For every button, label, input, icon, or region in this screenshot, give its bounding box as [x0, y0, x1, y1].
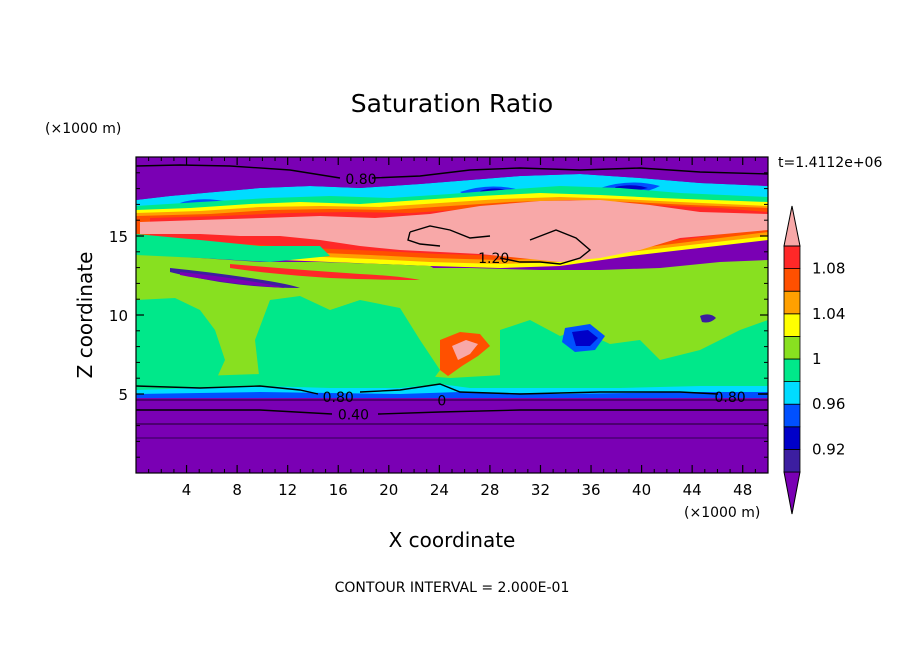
x-tick-label: 20 [379, 481, 398, 499]
contour-label: 0 [437, 393, 446, 409]
x-tick-label: 36 [581, 481, 600, 499]
stratosphere-layer [136, 157, 768, 200]
colorbar-segment [783, 268, 801, 292]
y-tick-label: 5 [118, 386, 128, 404]
mid-navy-cell [572, 330, 598, 346]
colorbar-label: 1.04 [812, 305, 845, 323]
chart-title: Saturation Ratio [351, 89, 553, 118]
colorbar-extend-low [783, 471, 801, 515]
mid-seagreen-patches [136, 234, 768, 384]
contour-040 [136, 409, 768, 415]
contour-label: 0.80 [345, 172, 376, 188]
colorbar: 0.92 0.96 1 1.04 1.08 [783, 205, 845, 515]
plot-area [136, 157, 768, 473]
purple-streak [180, 272, 285, 288]
contour-label: 0.40 [338, 408, 369, 424]
red-streak [230, 264, 420, 280]
contour-interval-note: CONTOUR INTERVAL = 2.000E-01 [335, 580, 570, 596]
contour-label: 0.80 [714, 390, 745, 406]
upper-blue-wisp [180, 182, 660, 208]
y-axis: 5 10 15 [109, 172, 768, 458]
contour-labels: 0.80 1.20 0.80 0.40 0.80 0 [323, 172, 746, 423]
y-axis-label: Z coordinate [73, 252, 97, 379]
x-tick-label: 48 [733, 481, 752, 499]
colorbar-label: 1.08 [812, 260, 845, 278]
x-tick-label: 12 [278, 481, 297, 499]
y-unit-label: (×1000 m) [45, 121, 121, 137]
x-tick-label: 16 [329, 481, 348, 499]
time-label: t=1.4112e+06 [778, 155, 882, 171]
x-tick-label: 8 [232, 481, 242, 499]
y-tick-label: 10 [109, 307, 128, 325]
colorbar-segment [783, 448, 801, 473]
contour-080-top [136, 164, 768, 179]
x-tick-label: 40 [632, 481, 651, 499]
colorbar-segment [783, 358, 801, 383]
colorbar-segment [783, 290, 801, 315]
blue-streak [170, 268, 300, 288]
colorbar-extend-high [783, 205, 801, 247]
colorbar-label: 0.96 [812, 395, 845, 413]
colorbar-segment [783, 426, 801, 450]
x-tick-label: 28 [480, 481, 499, 499]
contour-label: 1.20 [478, 251, 509, 267]
contour-120 [407, 225, 592, 265]
x-unit-label: (×1000 m) [684, 505, 760, 521]
x-axis-label: X coordinate [389, 528, 516, 552]
contour-label: 0.80 [323, 390, 354, 406]
mid-purple-dot [700, 314, 716, 323]
x-tick-label: 32 [531, 481, 550, 499]
x-tick-label: 24 [430, 481, 449, 499]
colorbar-segment [783, 245, 801, 270]
x-axis: 4 8 12 16 20 24 28 32 36 40 44 48 [148, 157, 756, 499]
colorbar-segment [783, 313, 801, 337]
x-tick-label: 44 [683, 481, 702, 499]
x-tick-label: 4 [182, 481, 192, 499]
colorbar-label: 0.92 [812, 440, 845, 458]
upper-green-strip [136, 255, 440, 276]
colorbar-label: 1 [812, 350, 822, 368]
colorbar-segment [783, 381, 801, 405]
lower-dry-layer [136, 398, 768, 473]
colorbar-segment [783, 335, 801, 360]
y-tick-label: 15 [109, 228, 128, 246]
convective-plume-core [452, 340, 478, 360]
colorbar-segment [783, 403, 801, 428]
